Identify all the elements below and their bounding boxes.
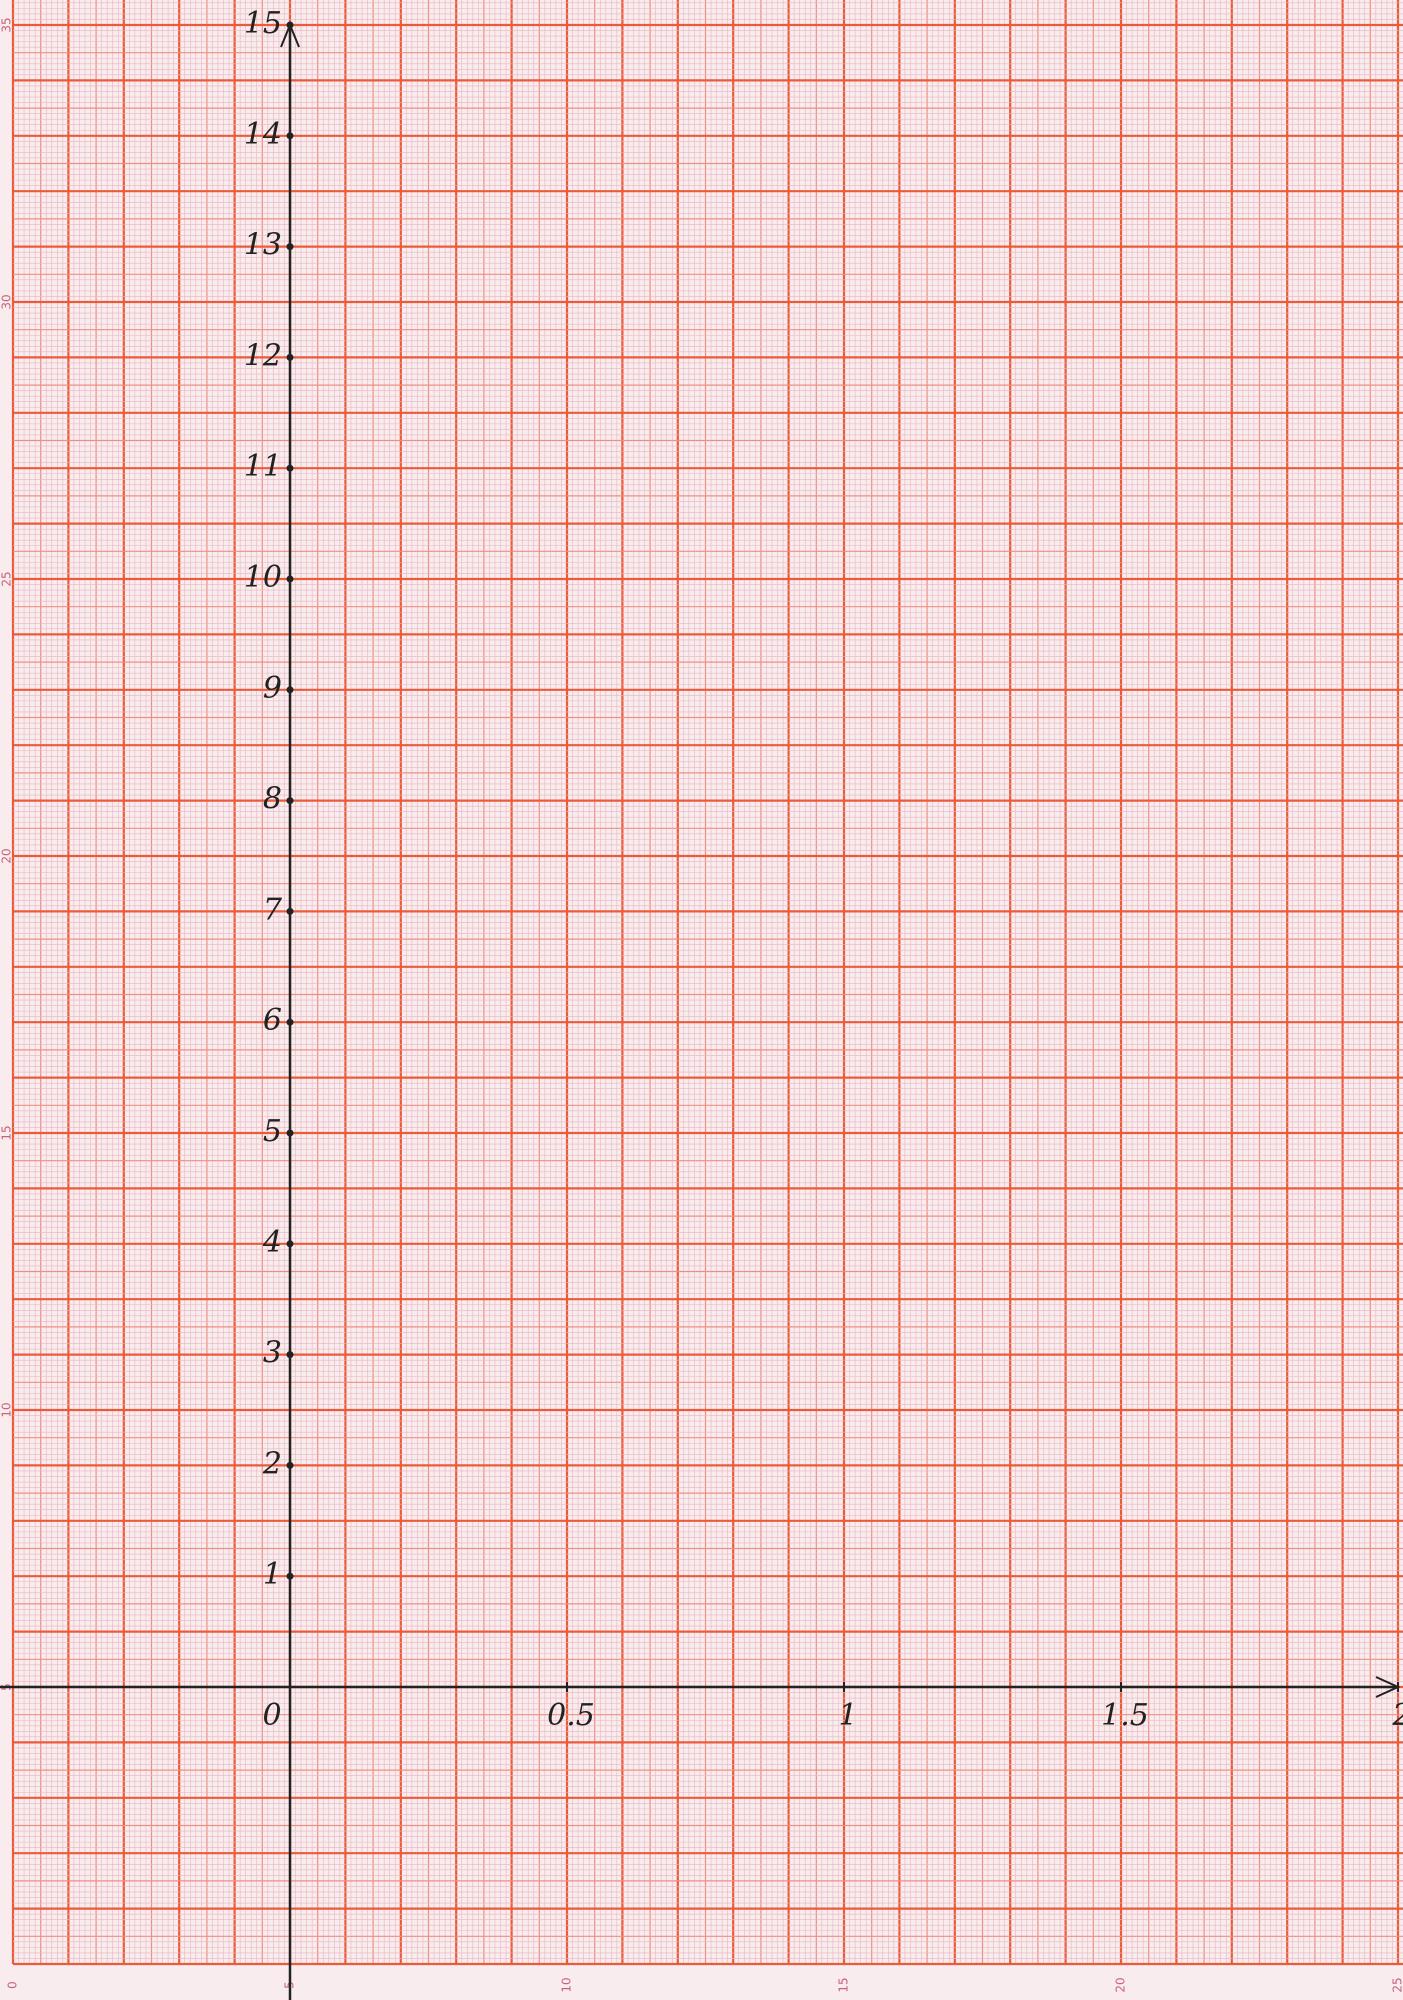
- paper-side-label: 30: [0, 294, 14, 309]
- y-tick: [286, 464, 294, 472]
- y-tick-label: 10: [244, 560, 282, 595]
- paper-bottom-label: 10: [560, 1977, 574, 1992]
- paper-side-label: 10: [0, 1402, 14, 1417]
- paper-bottom-label: 0: [6, 1981, 20, 1989]
- paper-side-label: 20: [0, 848, 14, 863]
- y-tick-label: 11: [244, 449, 282, 484]
- y-tick: [286, 797, 294, 805]
- y-tick: [286, 1461, 294, 1469]
- paper-bottom-label: 20: [1114, 1977, 1128, 1992]
- x-tick-label: 1.5: [1101, 1698, 1149, 1733]
- y-tick-label: 15: [244, 6, 282, 41]
- y-tick: [286, 243, 294, 251]
- paper-side-label: 15: [0, 1125, 14, 1140]
- y-tick-label: 5: [263, 1114, 282, 1149]
- x-tick-label: 0.5: [547, 1698, 595, 1733]
- y-tick: [286, 686, 294, 694]
- y-tick-label: 4: [262, 1225, 282, 1260]
- y-tick: [286, 1129, 294, 1137]
- y-tick: [286, 907, 294, 915]
- y-tick: [286, 21, 294, 29]
- y-tick: [286, 1572, 294, 1580]
- y-tick-label: 12: [244, 338, 282, 373]
- paper-bottom-label: 15: [837, 1977, 851, 1992]
- y-tick: [286, 132, 294, 140]
- y-tick: [286, 353, 294, 361]
- y-tick-label: 7: [263, 892, 283, 927]
- y-tick-label: 6: [263, 1003, 282, 1038]
- paper-side-label: 25: [0, 571, 14, 586]
- y-tick-label: 14: [244, 117, 282, 152]
- y-tick-label: 2: [262, 1446, 282, 1481]
- x-tick-label: 2: [1391, 1698, 1403, 1733]
- plot: 00.511.52123456789101112131415: [0, 6, 1403, 2000]
- y-tick-label: 13: [244, 228, 282, 263]
- y-tick: [286, 1351, 294, 1359]
- y-tick: [286, 1018, 294, 1026]
- y-tick: [286, 575, 294, 583]
- y-tick-label: 1: [263, 1557, 282, 1592]
- y-tick-label: 3: [263, 1336, 282, 1371]
- x-tick-label: 1: [838, 1698, 857, 1733]
- y-tick-label: 9: [263, 671, 282, 706]
- y-tick: [286, 1240, 294, 1248]
- paper-side-label: 35: [0, 17, 14, 32]
- paper-bottom-label: 25: [1391, 1977, 1403, 1992]
- x-tick-label: 0: [262, 1698, 281, 1733]
- y-tick-label: 8: [263, 782, 282, 817]
